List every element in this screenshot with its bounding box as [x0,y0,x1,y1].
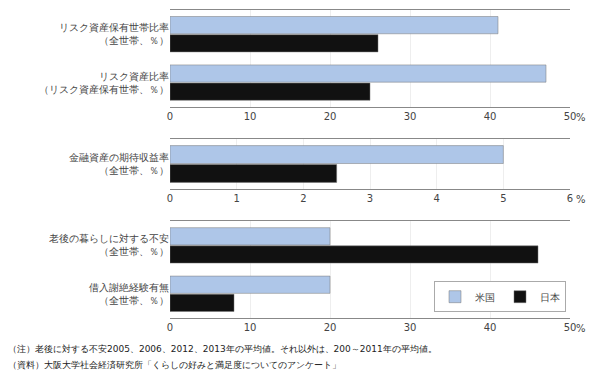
svg-text:（注）老後に対する不安2005、2006、2012、2013: （注）老後に対する不安2005、2006、2012、2013年の平均値。それ以外… [8,344,437,354]
svg-text:0: 0 [167,111,173,122]
svg-text:10: 10 [244,322,257,333]
svg-text:3: 3 [367,193,373,204]
svg-text:0: 0 [167,322,173,333]
svg-text:10: 10 [244,111,257,122]
svg-text:30: 30 [404,111,417,122]
svg-text:金融資産の期待収益率（全世帯、％）: 金融資産の期待収益率（全世帯、％） [69,152,169,176]
svg-text:%: % [576,323,586,334]
svg-text:借入謝絶経験有無（全世帯、％）: 借入謝絶経験有無（全世帯、％） [89,282,169,306]
svg-text:1: 1 [233,193,239,204]
svg-text:（資料）大阪大学社会経済研究所「くらしの好みと満足度について: （資料）大阪大学社会経済研究所「くらしの好みと満足度についてのアンケート」 [8,360,341,370]
svg-text:日本: 日本 [540,292,560,303]
svg-text:50: 50 [564,322,577,333]
svg-text:30: 30 [404,322,417,333]
svg-text:40: 40 [484,322,497,333]
svg-text:20: 20 [324,111,337,122]
svg-text:40: 40 [484,111,497,122]
svg-text:6: 6 [567,193,573,204]
svg-text:20: 20 [324,322,337,333]
svg-text:50: 50 [564,111,577,122]
svg-text:リスク資産保有世帯比率（全世帯、％）: リスク資産保有世帯比率（全世帯、％） [59,22,169,46]
svg-text:%: % [576,194,586,205]
svg-text:5: 5 [500,193,506,204]
svg-text:米国: 米国 [475,292,495,303]
svg-text:2: 2 [300,193,306,204]
svg-text:4: 4 [433,193,439,204]
svg-text:リスク資産比率（リスク資産保有世帯、％）: リスク資産比率（リスク資産保有世帯、％） [39,71,169,95]
svg-text:0: 0 [167,193,173,204]
svg-text:%: % [576,112,586,123]
svg-text:老後の暮らしに対する不安（全世帯、％）: 老後の暮らしに対する不安（全世帯、％） [49,233,169,257]
